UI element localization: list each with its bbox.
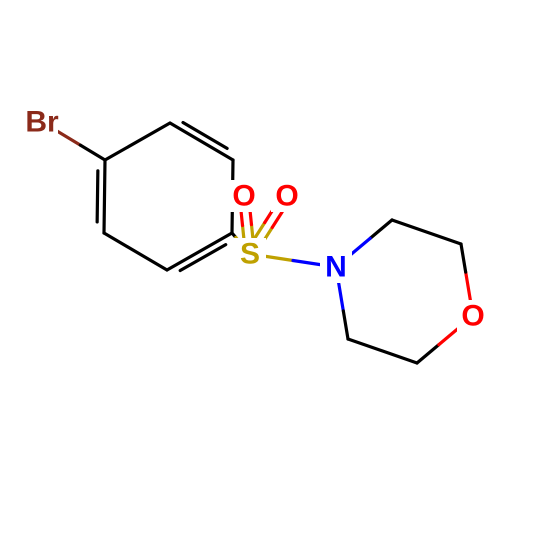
- atom-n: N: [325, 251, 347, 284]
- molecule-diagram: BrSOONO: [0, 0, 533, 533]
- atom-s: S: [240, 238, 260, 271]
- atom-o: O: [461, 300, 484, 333]
- atom-br: Br: [25, 106, 59, 139]
- atom-o: O: [275, 180, 298, 213]
- atom-o: O: [232, 180, 255, 213]
